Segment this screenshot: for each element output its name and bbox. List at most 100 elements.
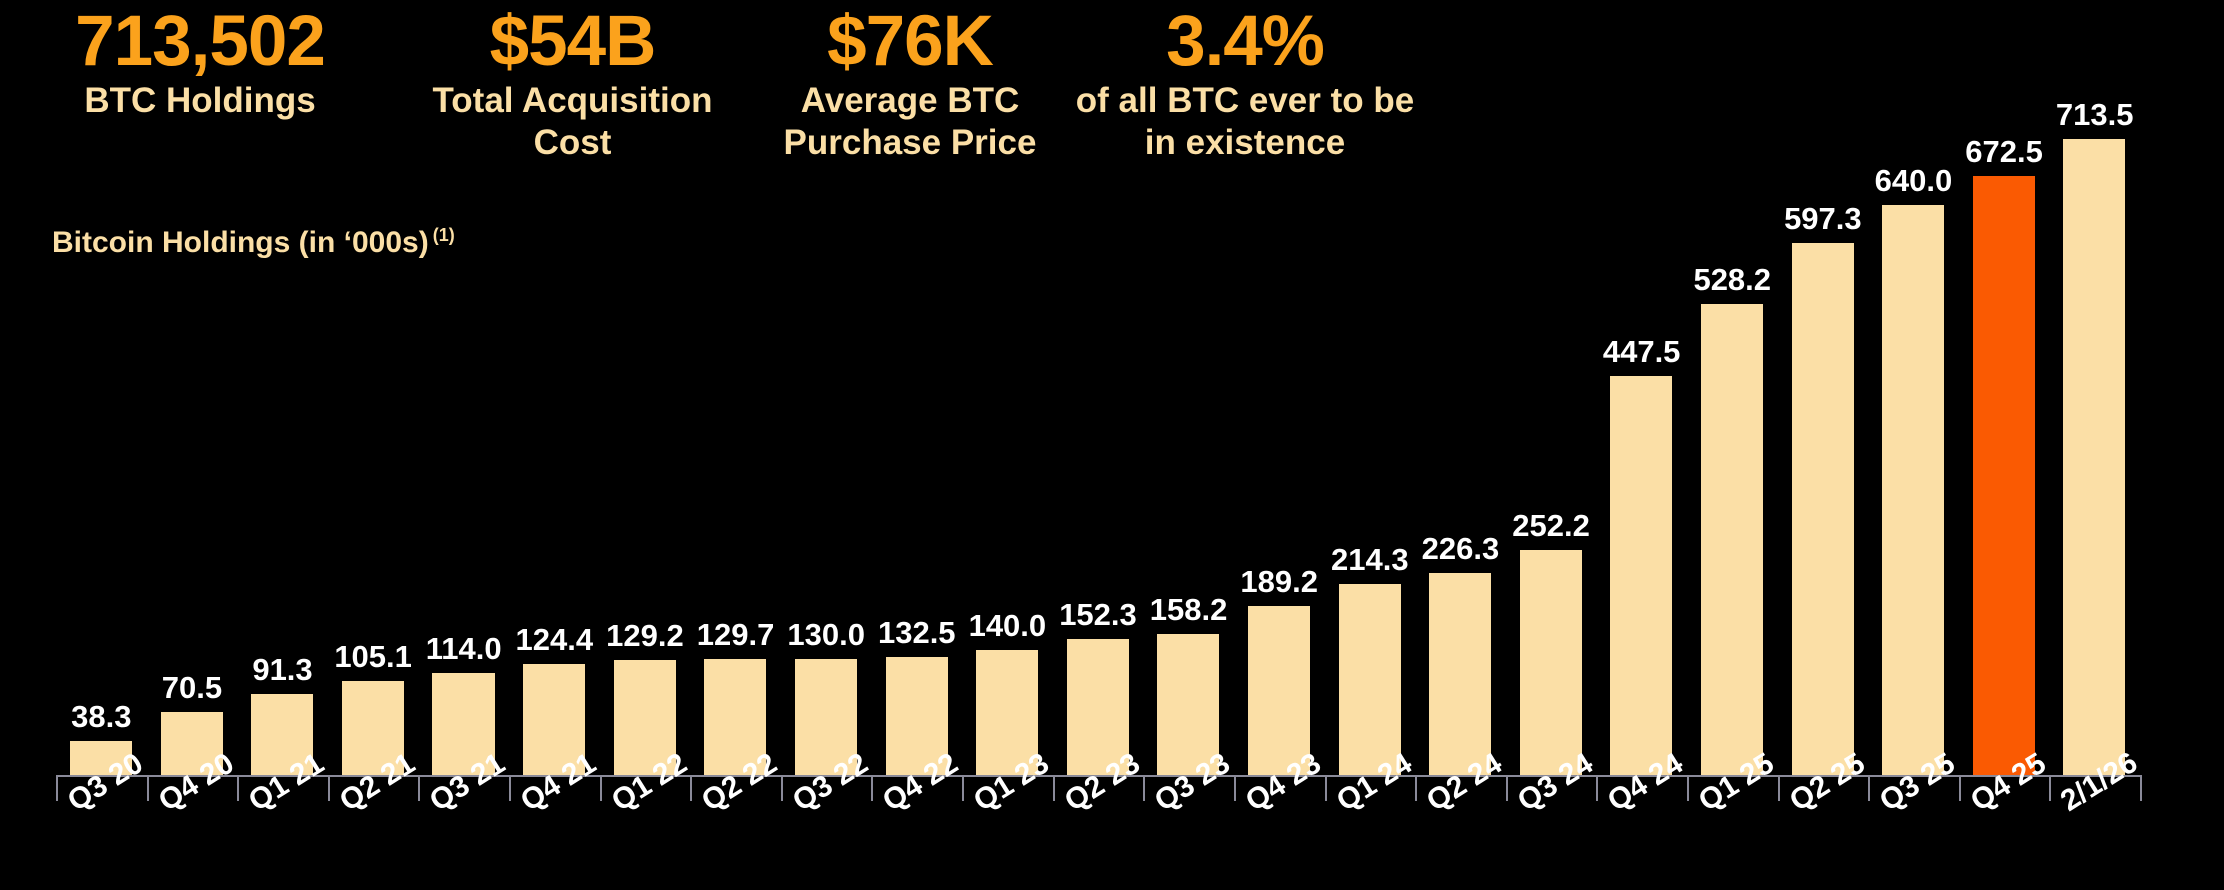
chart-bar[interactable] (1791, 242, 1854, 775)
x-axis-tick (237, 775, 240, 801)
kpi-average-btc-purchase-price-value: $76K (827, 2, 994, 81)
chart-bar[interactable] (523, 664, 586, 775)
x-axis-tick (56, 775, 58, 801)
bar-slot: 597.3 (1778, 110, 1869, 775)
chart-bar[interactable] (1338, 583, 1401, 775)
kpi-average-btc-purchase-price-label: Average BTC Purchase Price (783, 81, 1037, 162)
bar-value-label: 129.7 (696, 617, 775, 653)
x-axis-tick (1415, 775, 1418, 801)
x-axis-tick (146, 775, 149, 801)
bar-slot: 252.2 (1506, 110, 1597, 775)
x-axis-tick (2140, 775, 2142, 801)
bar-value-label: 152.3 (1059, 597, 1137, 633)
x-axis-tick (1233, 775, 1236, 801)
bar-value-label: 640.0 (1874, 162, 1953, 198)
bar-value-label: 214.3 (1331, 541, 1409, 577)
x-axis-tick (1143, 775, 1146, 801)
chart-bar[interactable] (704, 659, 767, 775)
chart-bar[interactable] (70, 740, 133, 775)
kpi-btc-holdings-value: 713,502 (75, 2, 326, 81)
bar-value-label: 114.0 (425, 631, 502, 667)
chart-bar[interactable] (341, 681, 404, 775)
kpi-total-acquisition-cost-value: $54B (489, 2, 657, 81)
bar-slot: 38.3 (56, 110, 147, 775)
x-axis-line (56, 775, 2140, 777)
bar-slot: 214.3 (1325, 110, 1416, 775)
bar-value-label: 140.0 (968, 608, 1047, 644)
chart-title-footnote-marker: (1) (432, 225, 455, 245)
bar-slot: 129.2 (600, 110, 691, 775)
chart-title-text: Bitcoin Holdings (in ‘000s) (52, 226, 429, 259)
x-axis-tick (871, 775, 874, 801)
chart-bar[interactable] (2063, 139, 2126, 775)
kpi-total-acquisition-cost-label: Total Acquisition Cost (432, 81, 713, 162)
bar-value-label: 226.3 (1421, 531, 1500, 567)
bar-value-label: 124.4 (515, 622, 594, 658)
chart-bar[interactable] (1972, 175, 2035, 775)
x-axis-tick (1686, 775, 1689, 801)
chart-bar[interactable] (160, 712, 223, 775)
bar-slot: 189.2 (1234, 110, 1325, 775)
bar-value-label: 38.3 (71, 698, 132, 734)
bar-value-label: 672.5 (1965, 133, 2043, 169)
bar-value-label: 158.2 (1149, 591, 1228, 627)
chart-bar[interactable] (976, 650, 1039, 775)
x-axis-tick (780, 775, 783, 801)
bar-slot: 158.2 (1143, 110, 1234, 775)
bar-slot: 130.0 (781, 110, 872, 775)
chart-bar[interactable] (613, 659, 676, 775)
bar-slot: 447.5 (1596, 110, 1687, 775)
x-axis-tick (1958, 775, 1961, 801)
kpi-btc-holdings: 713,502 BTC Holdings (0, 0, 400, 122)
x-axis-tick (1052, 775, 1055, 801)
chart-title: Bitcoin Holdings (in ‘000s) (1) (52, 225, 455, 260)
chart-bar[interactable] (1247, 606, 1310, 775)
x-axis-tick (2049, 775, 2052, 801)
chart-bar[interactable] (432, 673, 495, 775)
bar-value-label: 105.1 (334, 639, 412, 675)
chart-plot-area: 38.3 70.5 91.3 105.1 114.0 124.4 129.2 129.7 130… (56, 97, 2140, 775)
bar-slot: 140.0 (962, 110, 1053, 775)
chart-bar[interactable] (1066, 639, 1129, 775)
kpi-supply-share: 3.4% of all BTC ever to be in existence (1075, 0, 1415, 163)
bar-value-label: 132.5 (877, 614, 956, 650)
x-axis-tick (599, 775, 602, 801)
chart-bar[interactable] (251, 693, 314, 775)
x-axis-tick (1868, 775, 1871, 801)
bar-slot: 91.3 (237, 110, 328, 775)
bar-slot: 226.3 (1415, 110, 1506, 775)
bar-slot: 70.5 (147, 110, 238, 775)
chart-bar[interactable] (1519, 550, 1582, 775)
chart-bar[interactable] (885, 656, 948, 775)
bar-value-label: 129.2 (606, 617, 684, 653)
bar-slot: 129.7 (690, 110, 781, 775)
bar-value-label: 252.2 (1512, 508, 1590, 544)
x-axis-tick (509, 775, 512, 801)
bar-slot: 152.3 (1053, 110, 1144, 775)
chart-bar[interactable] (1157, 633, 1220, 775)
x-axis-tick (327, 775, 330, 801)
bar-value-label: 713.5 (2055, 97, 2134, 132)
x-axis-tick (1324, 775, 1327, 801)
chart-bar[interactable] (794, 659, 857, 775)
kpi-strip: 713,502 BTC Holdings $54B Total Acquisit… (0, 0, 1560, 205)
bar-slot: 132.5 (871, 110, 962, 775)
x-axis-tick (962, 775, 965, 801)
bar-slot: 640.0 (1868, 110, 1959, 775)
chart-bar[interactable] (1700, 304, 1764, 775)
kpi-total-acquisition-cost: $54B Total Acquisition Cost (400, 0, 745, 163)
x-axis-tick (1596, 775, 1599, 801)
chart-bar[interactable] (1429, 573, 1492, 775)
chart-bar[interactable] (1882, 204, 1945, 775)
kpi-btc-holdings-label: BTC Holdings (84, 81, 316, 121)
kpi-supply-share-label: of all BTC ever to be in existence (1075, 81, 1415, 162)
bar-value-label: 91.3 (252, 651, 313, 687)
x-axis-tick (418, 775, 421, 801)
x-axis-tick (690, 775, 693, 801)
bar-value-label: 528.2 (1693, 262, 1772, 298)
chart-bar[interactable] (1610, 376, 1673, 775)
bar-value-label: 70.5 (161, 670, 223, 706)
bar-slot: 713.5 (2049, 97, 2140, 775)
bar-value-label: 189.2 (1240, 564, 1318, 600)
